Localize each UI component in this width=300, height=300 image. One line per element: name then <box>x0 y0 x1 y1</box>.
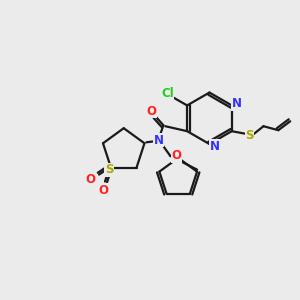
Text: N: N <box>153 134 164 147</box>
Text: N: N <box>209 140 219 152</box>
Text: O: O <box>146 105 157 118</box>
Text: S: S <box>245 129 254 142</box>
Text: O: O <box>98 184 108 197</box>
Text: O: O <box>171 149 181 162</box>
Text: O: O <box>85 173 95 186</box>
Text: S: S <box>105 163 113 176</box>
Text: N: N <box>232 97 242 110</box>
Text: Cl: Cl <box>161 87 174 100</box>
